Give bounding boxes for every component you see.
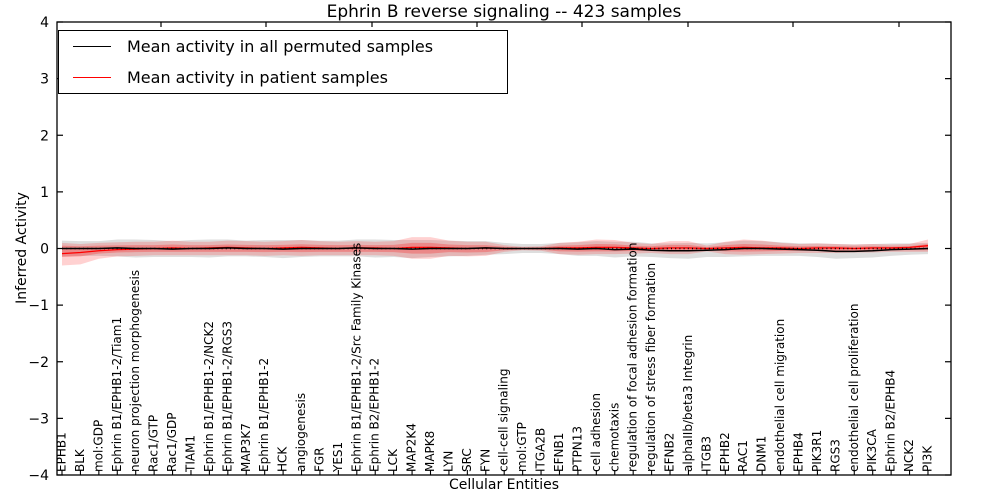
y-tick-label: −2 [28,355,49,371]
x-tick-label: Ephrin B1/EPHB1-2/Src Family Kinases [349,243,363,472]
x-tick-label: BLK [73,448,87,472]
legend-label: Mean activity in all permuted samples [127,37,434,57]
x-tick-label: YES1 [331,442,345,473]
x-tick-label: alphaIIb/beta3 Integrin [681,335,695,472]
x-tick-label: Ephrin B2/EPHB4 [884,370,898,472]
x-tick-label: MAPK8 [423,431,437,472]
x-tick-label: NCK2 [902,439,916,472]
y-tick-label: −3 [28,411,49,427]
x-tick-label: PIK3R1 [810,430,824,472]
x-tick-label: Rac1/GTP [147,415,161,472]
x-tick-label: DNM1 [755,436,769,472]
x-tick-label: endothelial cell proliferation [847,304,861,472]
y-tick-label: −1 [28,298,49,314]
legend-label: Mean activity in patient samples [127,67,388,87]
x-tick-label: SRC [460,448,474,472]
y-axis-title: Inferred Activity [14,192,30,304]
x-tick-label: RGS3 [828,439,842,472]
x-tick-label: ITGA2B [534,428,548,472]
legend: Mean activity in all permuted samples Me… [58,30,508,94]
y-tick-label: 2 [40,128,49,144]
x-tick-label: Rac1/GDP [165,413,179,472]
y-tick-label: 3 [40,72,49,88]
chart-title: Ephrin B reverse signaling -- 423 sample… [326,2,682,22]
x-tick-label: LYN [441,451,455,472]
patient-std-band-area [62,237,928,266]
x-tick-label: regulation of focal adhesion formation [626,243,640,472]
x-tick-label: chemotaxis [607,403,621,472]
y-tick-label: 0 [40,242,49,258]
legend-item: Mean activity in all permuted samples [59,32,507,61]
x-tick-label: cell-cell signaling [497,369,511,473]
x-tick-label: MAP3K7 [239,423,253,472]
patient-std-band-inner-area [62,242,928,257]
legend-line-permuted-swatch [73,46,111,48]
x-tick-label: EPHB1 [55,432,69,472]
x-tick-label: PI3K [920,445,934,472]
x-tick-label: FYN [478,449,492,472]
x-axis-title: Cellular Entities [448,477,560,493]
y-tick-label: 4 [40,15,49,31]
x-tick-label: RAC1 [736,440,750,472]
x-tick-label: LCK [386,448,400,472]
x-tick-label: HCK [276,446,290,472]
x-tick-label: MAP2K4 [405,423,419,472]
y-tick-label: 1 [40,185,49,201]
x-tick-label: Ephrin B1/EPHB1-2/RGS3 [220,321,234,472]
x-tick-label: neuron projection morphogenesis [128,270,142,472]
x-tick-label: cell adhesion [589,393,603,472]
x-tick-label: EPHB4 [792,432,806,472]
x-tick-label: PTPN13 [570,426,584,472]
x-tick-label: Ephrin B1/EPHB1-2 [257,358,271,472]
x-tick-label: endothelial cell migration [773,319,787,472]
x-tick-label: EFNB2 [663,433,677,472]
x-tick-label: FGR [312,447,326,472]
x-tick-label: mol:GDP [91,420,105,472]
x-tick-label: TIAM1 [183,435,197,473]
x-tick-label: regulation of stress fiber formation [644,263,658,472]
x-tick-label: mol:GTP [515,422,529,472]
x-tick-label: Ephrin B1/EPHB1-2/Tiam1 [110,317,124,472]
x-tick-label: PIK3CA [865,428,879,472]
legend-item: Mean activity in patient samples [59,63,507,92]
x-tick-label: ITGB3 [699,436,713,472]
x-tick-label: EFNB1 [552,433,566,472]
x-tick-label: Ephrin B2/EPHB1-2 [368,358,382,472]
x-tick-label: Ephrin B1/EPHB1-2/NCK2 [202,321,216,472]
x-tick-label: angiogenesis [294,393,308,472]
legend-line-patient-swatch [73,76,111,78]
x-tick-label: EPHB2 [718,432,732,472]
y-tick-label: −4 [28,468,49,484]
